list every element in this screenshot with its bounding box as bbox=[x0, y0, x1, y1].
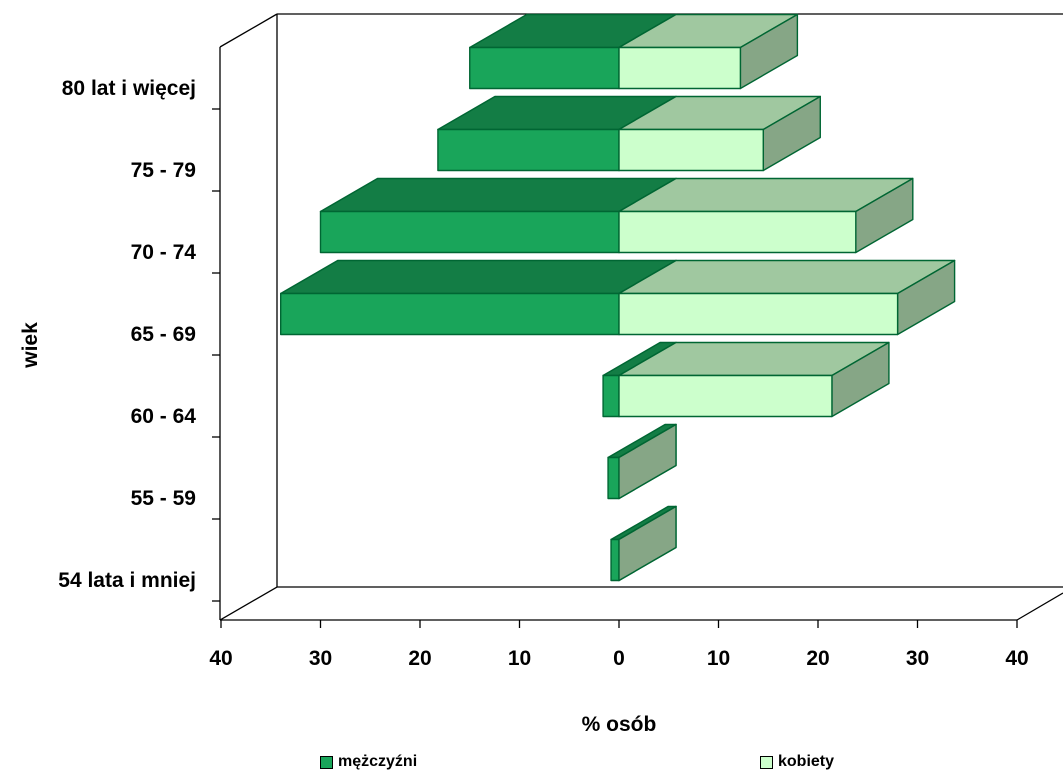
x-tick-label: 0 bbox=[613, 647, 625, 670]
bar-men-5-front bbox=[437, 128, 620, 172]
bar-women-1 bbox=[618, 423, 677, 500]
bar-women-1-side bbox=[618, 423, 677, 500]
bar-men-3 bbox=[280, 259, 677, 336]
bar-women-5 bbox=[618, 95, 821, 172]
y-tick-label: 54 lata i mniej bbox=[58, 569, 196, 592]
bar-men-3-front bbox=[280, 292, 620, 336]
bar-women-0 bbox=[618, 505, 677, 582]
bar-women-2 bbox=[618, 341, 890, 418]
bar-women-6 bbox=[618, 13, 799, 90]
floor-right-diagonal bbox=[1016, 592, 1063, 621]
floor-left-diagonal bbox=[219, 586, 278, 621]
bar-women-3 bbox=[618, 259, 956, 336]
legend-label-men: mężczyźni bbox=[338, 753, 418, 770]
x-tick-label: 40 bbox=[209, 647, 232, 670]
legend-swatch-women bbox=[760, 755, 773, 769]
bar-women-2-front bbox=[618, 374, 833, 418]
bar-men-4-front bbox=[319, 210, 620, 254]
y-tick-labels: 54 lata i mniej 55 - 59 60 - 64 65 - 69 70 -… bbox=[58, 77, 196, 592]
legend-item-women: kobiety bbox=[760, 752, 834, 772]
bar-women-4 bbox=[618, 177, 914, 254]
bar-men-4-top bbox=[319, 177, 677, 213]
bar-men-6-front bbox=[469, 46, 620, 90]
top-left-diagonal bbox=[219, 13, 278, 48]
x-tick-label: 20 bbox=[408, 647, 431, 670]
bar-men-3-top bbox=[280, 259, 677, 295]
bar-women-5-front bbox=[618, 128, 764, 172]
x-tick-label: 10 bbox=[707, 647, 730, 670]
bar-women-3-front bbox=[618, 292, 899, 336]
x-tick-label: 10 bbox=[508, 647, 531, 670]
bar-men-2-front bbox=[602, 374, 620, 418]
x-axis-title: % osób bbox=[582, 713, 657, 736]
bar-men-1-front bbox=[607, 456, 620, 500]
x-tick-label: 40 bbox=[1005, 647, 1028, 670]
bar-women-3-top bbox=[618, 259, 956, 295]
y-tick-label: 65 - 69 bbox=[131, 323, 196, 346]
bar-group bbox=[280, 13, 956, 582]
x-tick-label: 30 bbox=[309, 647, 332, 670]
x-tick-labels: 40 30 20 10 0 10 20 30 40 bbox=[209, 647, 1028, 670]
x-tick-label: 20 bbox=[806, 647, 829, 670]
legend-label-women: kobiety bbox=[778, 753, 835, 770]
y-tick-label: 55 - 59 bbox=[131, 487, 196, 510]
y-axis-title: wiek bbox=[19, 322, 42, 369]
x-tick-label: 30 bbox=[906, 647, 929, 670]
y-tick-label: 70 - 74 bbox=[131, 241, 197, 264]
y-tick-label: 60 - 64 bbox=[131, 405, 197, 428]
legend-swatch-men bbox=[320, 755, 333, 769]
bar-women-6-front bbox=[618, 46, 742, 90]
legend-item-men: mężczyźni bbox=[320, 752, 417, 772]
bar-men-0-front bbox=[610, 538, 620, 582]
y-tick-label: 80 lat i więcej bbox=[62, 77, 196, 100]
bar-women-4-front bbox=[618, 210, 857, 254]
y-tick-label: 75 - 79 bbox=[131, 159, 196, 182]
bar-women-0-side bbox=[618, 505, 677, 582]
